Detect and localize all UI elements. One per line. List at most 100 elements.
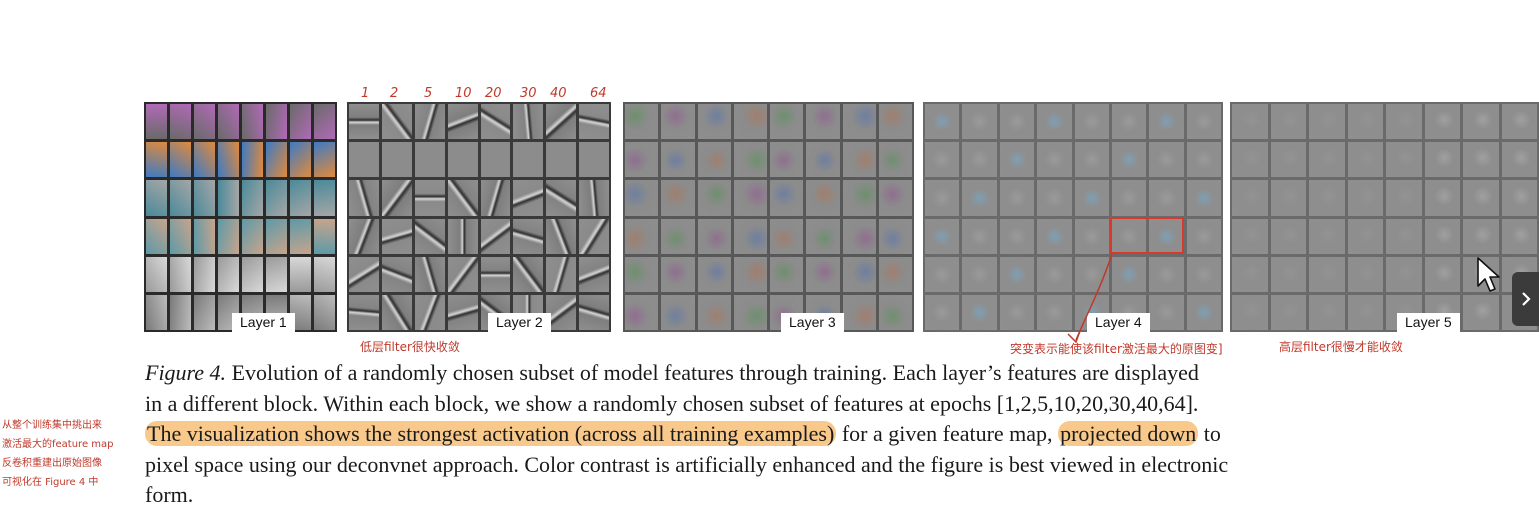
feature-thumbnail bbox=[266, 256, 287, 292]
feature-thumbnail bbox=[842, 218, 876, 254]
left-note-line: 反卷积重建出原始图像 bbox=[2, 458, 102, 469]
left-note-line: 可视化在 Figure 4 中 bbox=[2, 477, 99, 488]
feature-thumbnail bbox=[381, 294, 412, 330]
feature-thumbnail bbox=[1270, 256, 1306, 292]
feature-thumbnail bbox=[1501, 142, 1537, 178]
feature-thumbnail bbox=[1270, 104, 1306, 140]
feature-thumbnail bbox=[194, 142, 215, 178]
feature-thumbnail bbox=[480, 218, 511, 254]
feature-thumbnail bbox=[962, 256, 997, 292]
feature-thumbnail bbox=[1186, 142, 1221, 178]
feature-thumbnail bbox=[381, 180, 412, 216]
layer-2-feature-grid bbox=[347, 102, 611, 332]
feature-thumbnail bbox=[1074, 256, 1109, 292]
feature-thumbnail bbox=[290, 256, 311, 292]
feature-thumbnail bbox=[1463, 180, 1499, 216]
feature-thumbnail bbox=[1149, 104, 1184, 140]
feature-thumbnail bbox=[842, 256, 876, 292]
feature-thumbnail bbox=[194, 256, 215, 292]
feature-thumbnail bbox=[661, 142, 695, 178]
feature-thumbnail bbox=[770, 142, 804, 178]
caption-line-5: form. bbox=[145, 482, 194, 507]
caption-text: for a given feature map, bbox=[836, 421, 1059, 446]
caption-line-1: Figure 4. Evolution of a randomly chosen… bbox=[145, 358, 1485, 389]
feature-thumbnail bbox=[1347, 256, 1383, 292]
feature-thumbnail bbox=[414, 256, 445, 292]
layer-5-feature-grid bbox=[1230, 102, 1539, 332]
feature-thumbnail bbox=[1386, 256, 1422, 292]
feature-thumbnail bbox=[925, 104, 960, 140]
layer-1-label: Layer 1 bbox=[232, 313, 295, 332]
feature-thumbnail bbox=[1186, 180, 1221, 216]
feature-thumbnail bbox=[661, 256, 695, 292]
feature-thumbnail bbox=[770, 256, 804, 292]
annotation-arrow bbox=[1067, 253, 1113, 344]
feature-thumbnail bbox=[546, 104, 577, 140]
feature-thumbnail bbox=[770, 218, 804, 254]
feature-thumbnail bbox=[579, 218, 609, 254]
feature-thumbnail bbox=[625, 256, 659, 292]
feature-thumbnail bbox=[1270, 142, 1306, 178]
feature-thumbnail bbox=[218, 104, 239, 140]
feature-thumbnail bbox=[146, 104, 167, 140]
highlight-box bbox=[1110, 217, 1184, 254]
feature-thumbnail bbox=[414, 104, 445, 140]
epoch-mark: 5 bbox=[424, 86, 433, 101]
feature-thumbnail bbox=[661, 180, 695, 216]
next-page-button[interactable] bbox=[1512, 272, 1539, 326]
feature-thumbnail bbox=[314, 218, 335, 254]
feature-thumbnail bbox=[266, 180, 287, 216]
left-margin-note: 从整个训练集中挑出来 激活最大的feature map 反卷积重建出原始图像 可… bbox=[2, 416, 114, 492]
feature-thumbnail bbox=[414, 142, 445, 178]
feature-thumbnail bbox=[962, 218, 997, 254]
feature-thumbnail bbox=[962, 142, 997, 178]
layer5-note: 高层filter很慢才能收敛 bbox=[1279, 340, 1403, 354]
feature-thumbnail bbox=[414, 180, 445, 216]
feature-thumbnail bbox=[242, 218, 263, 254]
feature-thumbnail bbox=[1111, 256, 1147, 292]
feature-thumbnail bbox=[1501, 180, 1537, 216]
feature-thumbnail bbox=[625, 180, 659, 216]
feature-thumbnail bbox=[447, 104, 478, 140]
feature-thumbnail bbox=[314, 294, 335, 330]
feature-thumbnail bbox=[546, 218, 577, 254]
feature-thumbnail bbox=[1270, 180, 1306, 216]
feature-thumbnail bbox=[1309, 180, 1345, 216]
feature-thumbnail bbox=[1074, 104, 1109, 140]
feature-thumbnail bbox=[999, 294, 1035, 330]
feature-thumbnail bbox=[579, 142, 609, 178]
feature-thumbnail bbox=[194, 104, 215, 140]
feature-thumbnail bbox=[999, 180, 1035, 216]
feature-thumbnail bbox=[1111, 218, 1147, 254]
feature-thumbnail bbox=[480, 142, 511, 178]
feature-thumbnail bbox=[146, 218, 167, 254]
feature-thumbnail bbox=[1347, 294, 1383, 330]
feature-thumbnail bbox=[314, 180, 335, 216]
feature-thumbnail bbox=[480, 256, 511, 292]
layer-2-label: Layer 2 bbox=[488, 313, 551, 332]
epoch-mark: 10 bbox=[455, 86, 472, 101]
feature-thumbnail bbox=[625, 104, 659, 140]
feature-thumbnail bbox=[1386, 180, 1422, 216]
feature-thumbnail bbox=[513, 218, 544, 254]
epoch-mark: 1 bbox=[361, 86, 370, 101]
feature-thumbnail bbox=[146, 256, 167, 292]
feature-thumbnail bbox=[842, 142, 876, 178]
feature-thumbnail bbox=[661, 218, 695, 254]
feature-thumbnail bbox=[1232, 142, 1268, 178]
feature-thumbnail bbox=[1111, 180, 1147, 216]
feature-thumbnail bbox=[999, 142, 1035, 178]
feature-thumbnail bbox=[194, 294, 215, 330]
feature-thumbnail bbox=[1149, 294, 1184, 330]
feature-thumbnail bbox=[1347, 142, 1383, 178]
feature-thumbnail bbox=[242, 142, 263, 178]
feature-thumbnail bbox=[579, 294, 609, 330]
layer-4-label: Layer 4 bbox=[1087, 313, 1150, 332]
feature-thumbnail bbox=[806, 180, 840, 216]
feature-thumbnail bbox=[290, 294, 311, 330]
feature-thumbnail bbox=[546, 256, 577, 292]
layer-5-label: Layer 5 bbox=[1397, 313, 1460, 332]
feature-thumbnail bbox=[1074, 218, 1109, 254]
feature-thumbnail bbox=[1347, 218, 1383, 254]
feature-thumbnail bbox=[1149, 256, 1184, 292]
